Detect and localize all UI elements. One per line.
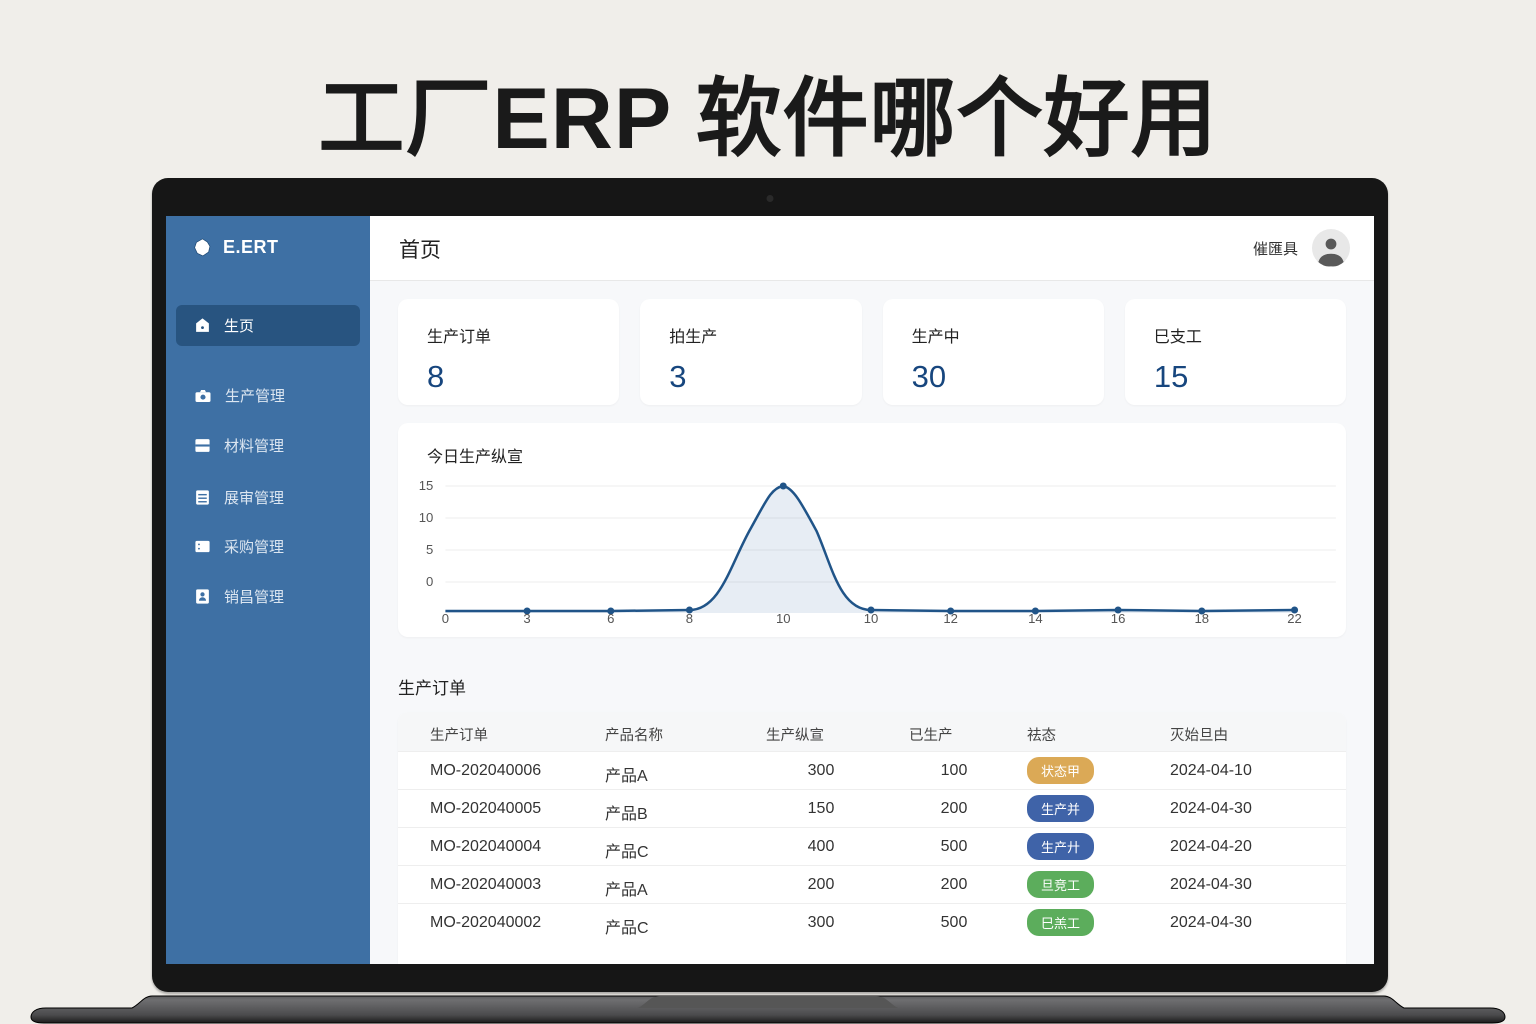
svg-text:0: 0 <box>426 574 433 589</box>
svg-text:12: 12 <box>943 611 958 623</box>
svg-text:5: 5 <box>426 542 433 557</box>
svg-text:10: 10 <box>864 611 879 623</box>
svg-text:6: 6 <box>607 611 614 623</box>
svg-text:16: 16 <box>1111 611 1126 623</box>
svg-text:10: 10 <box>419 510 434 525</box>
svg-text:3: 3 <box>523 611 530 623</box>
svg-text:8: 8 <box>686 611 693 623</box>
svg-text:0: 0 <box>442 611 449 623</box>
svg-text:10: 10 <box>776 611 791 623</box>
svg-text:14: 14 <box>1028 611 1043 623</box>
svg-text:22: 22 <box>1287 611 1302 623</box>
svg-text:18: 18 <box>1194 611 1209 623</box>
svg-text:15: 15 <box>419 478 434 493</box>
